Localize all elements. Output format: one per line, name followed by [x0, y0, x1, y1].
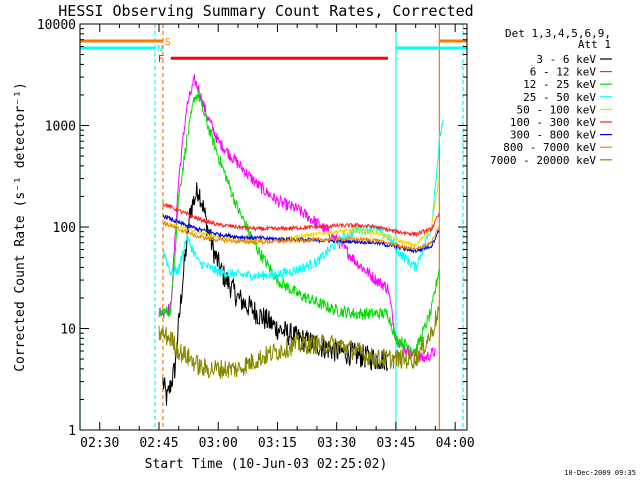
x-tick-label-3: 03:15 [258, 436, 297, 451]
flag-label-1: N [157, 44, 163, 55]
legend-label-0: 3 - 6 keV [536, 53, 596, 66]
legend-label-3: 25 - 50 keV [523, 91, 596, 104]
series-line-7 [162, 220, 440, 251]
x-tick-label-1: 02:45 [139, 436, 178, 451]
series-line-2 [158, 90, 440, 355]
legend-label-8: 7000 - 20000 keV [490, 154, 596, 167]
legend-header-1: Att 1 [578, 38, 611, 51]
axes: 02:30 02:45 03:00 03:15 03:30 03:45 04:00 1 10 10… [37, 18, 475, 451]
y-tick-label-2: 100 [53, 221, 76, 236]
x-tick-label-0: 02:30 [80, 436, 119, 451]
series-line-5 [162, 202, 440, 238]
x-tick-label-5: 03:45 [376, 436, 415, 451]
x-tick-label-6: 04:00 [436, 436, 475, 451]
y-tick-label-4: 10000 [37, 18, 76, 33]
y-axis-label: Corrected Count Rate (s⁻¹ detector⁻¹) [13, 82, 28, 372]
y-tick-label-0: 1 [68, 424, 76, 439]
x-axis-label: Start Time (10-Jun-03 02:25:02) [145, 457, 388, 472]
series-line-1 [158, 74, 436, 363]
plot-frame [79, 23, 468, 431]
flag-label-2: F [158, 54, 164, 65]
y-tick-label-1: 10 [60, 323, 76, 338]
x-tick-label-2: 03:00 [199, 436, 238, 451]
series-line-0 [162, 182, 388, 406]
legend-label-1: 6 - 12 keV [530, 66, 597, 79]
chart-title: HESSI Observing Summary Count Rates, Cor… [58, 2, 473, 20]
y-tick-label-3: 1000 [45, 120, 76, 135]
series-group [158, 74, 444, 406]
legend-label-5: 100 - 300 keV [510, 116, 596, 129]
legend-header-0: Det 1,3,4,5,6,9, [505, 27, 611, 40]
legend-label-7: 800 - 7000 keV [503, 141, 596, 154]
flag-group: SNF [80, 37, 467, 65]
legend-label-6: 300 - 800 keV [510, 129, 596, 142]
x-tick-label-4: 03:30 [317, 436, 356, 451]
timestamp-label: 10-Dec-2009 09:35 [564, 469, 636, 477]
series-line-8 [158, 306, 440, 380]
legend-label-4: 50 - 100 keV [517, 103, 597, 116]
legend-label-2: 12 - 25 keV [523, 78, 596, 91]
series-line-3 [162, 119, 444, 282]
series-line-4 [162, 180, 440, 249]
flag-label-0: S [165, 37, 171, 48]
